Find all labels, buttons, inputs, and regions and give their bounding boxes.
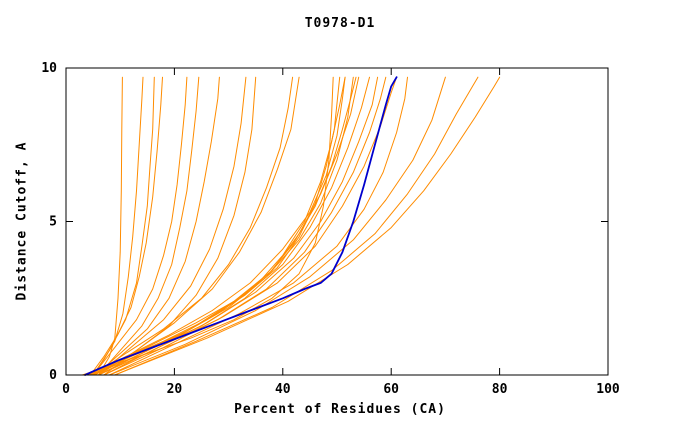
series-model-08	[98, 76, 247, 376]
series-model-01	[98, 76, 123, 376]
series-model-25	[114, 76, 479, 376]
series-model-23	[108, 76, 408, 376]
series-model-14	[92, 76, 357, 376]
x-tick-label: 20	[167, 382, 183, 397]
series-model-05	[92, 76, 188, 376]
series-model-04	[92, 76, 155, 376]
series-model-21	[87, 76, 354, 376]
y-tick-label: 5	[49, 215, 57, 230]
x-tick-label: 0	[62, 382, 70, 397]
y-axis-label-text: Distance Cutoff, A	[14, 141, 30, 301]
series-model-26	[114, 76, 501, 376]
series-model-22	[81, 76, 334, 376]
x-tick-label: 100	[596, 382, 620, 397]
x-axis-label: Percent of Residues (CA)	[234, 402, 446, 417]
x-tick-label: 60	[383, 382, 399, 397]
chart-title: T0978-D1	[304, 16, 376, 31]
x-tick-label: 40	[275, 382, 291, 397]
x-tick-label: 80	[492, 382, 508, 397]
series-highlighted-model	[84, 76, 398, 376]
series-model-07	[95, 76, 220, 376]
series-model-03	[89, 76, 163, 376]
y-tick-label: 0	[49, 368, 57, 383]
series-model-02	[92, 76, 144, 376]
series-model-19	[103, 76, 398, 376]
y-tick-label: 10	[41, 61, 57, 76]
series-model-11	[98, 76, 300, 376]
series-model-24	[108, 76, 446, 376]
series-model-10	[92, 76, 294, 376]
series-model-06	[98, 76, 200, 376]
series-model-16	[98, 76, 370, 376]
series-model-20	[92, 76, 346, 376]
